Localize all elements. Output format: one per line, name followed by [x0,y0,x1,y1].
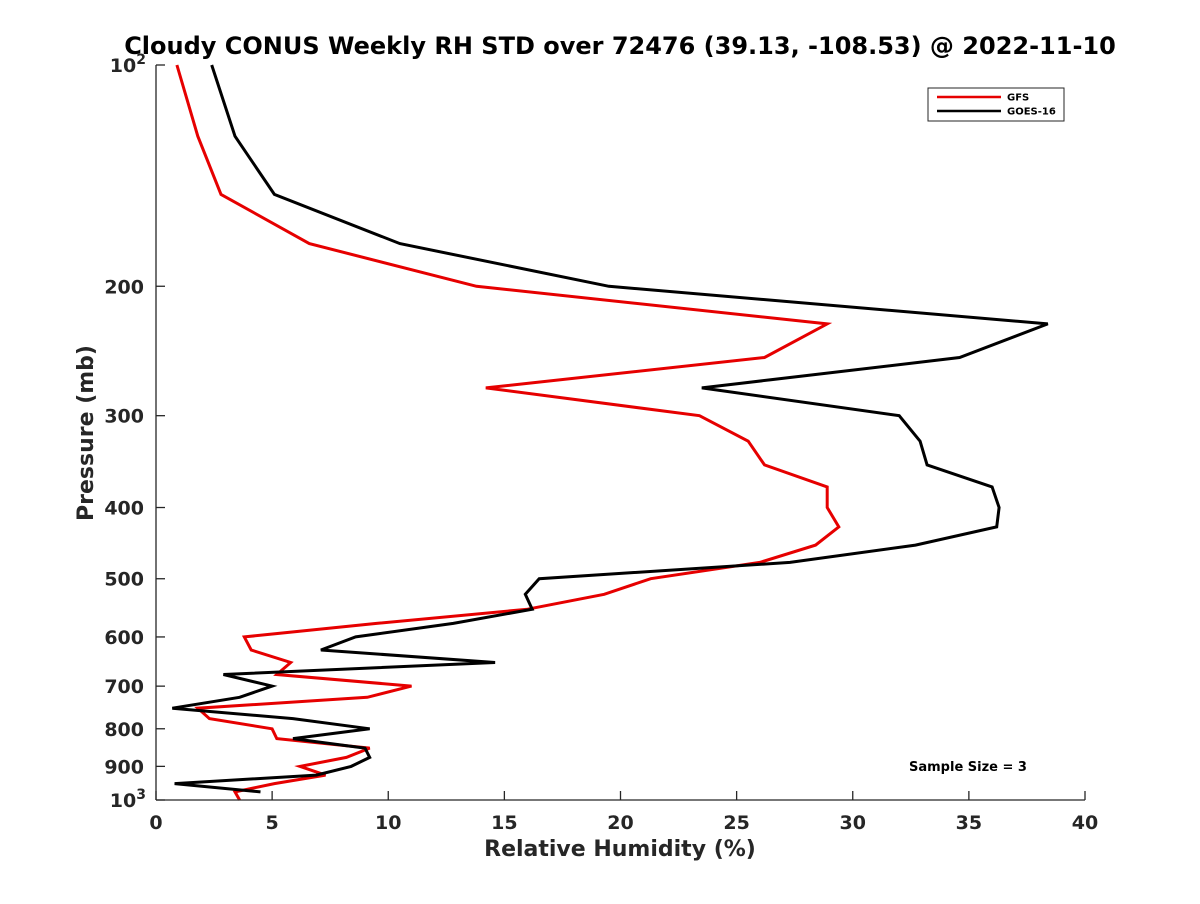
series-line-gfs [175,64,841,801]
x-axis-label: Relative Humidity (%) [484,837,756,862]
x-tick-label: 25 [723,812,749,834]
x-tick-label: 0 [149,812,162,834]
legend-label: GFS [1007,93,1029,104]
legend-label: GOES-16 [1007,107,1056,118]
y-tick-label: 103 [110,787,146,812]
x-tick-label: 35 [956,812,982,834]
y-tick-label: 102 [110,52,146,77]
sample-size-annotation: Sample Size = 3 [909,760,1027,775]
plot-frame [156,65,1085,800]
y-tick-label: 400 [104,498,144,520]
legend: GFS GOES-16 [927,87,1065,122]
x-tick-label: 30 [840,812,866,834]
y-tick-label: 700 [104,676,144,698]
x-tick-label: 40 [1072,812,1098,834]
x-tick-label: 10 [375,812,401,834]
y-tick-label: 900 [104,756,144,778]
y-tick-label: 200 [104,276,144,298]
series-line-goes-16 [172,64,1049,794]
chart-title: Cloudy CONUS Weekly RH STD over 72476 (3… [124,32,1116,60]
x-axis-ticks: 0 5 10 15 20 25 30 35 40 [149,791,1098,834]
y-tick-label: 800 [104,719,144,741]
y-tick-label: 300 [104,406,144,428]
x-tick-label: 5 [266,812,279,834]
y-tick-label: 500 [104,569,144,591]
legend-box [927,87,1065,122]
y-tick-label: 600 [104,627,144,649]
x-tick-label: 15 [491,812,517,834]
x-tick-label: 20 [607,812,633,834]
plot-series [172,64,1049,801]
y-axis-ticks: 102 200 300 400 500 600 700 800 900 103 [104,52,165,812]
y-axis-label: Pressure (mb) [74,345,99,521]
